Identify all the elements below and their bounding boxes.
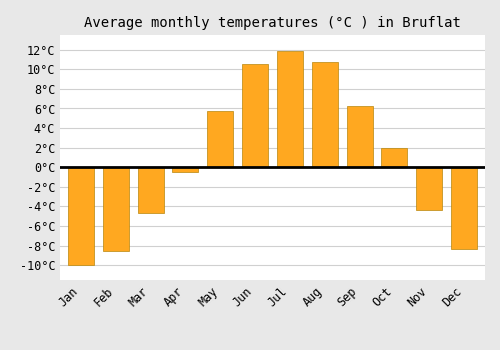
- Bar: [277, 51, 303, 167]
- Bar: [102, 167, 129, 251]
- Bar: [242, 64, 268, 167]
- Title: Average monthly temperatures (°C ) in Bruflat: Average monthly temperatures (°C ) in Br…: [84, 16, 461, 30]
- Bar: [68, 167, 94, 265]
- Bar: [416, 167, 442, 210]
- Bar: [138, 167, 164, 214]
- Bar: [346, 106, 372, 167]
- Bar: [207, 111, 234, 167]
- Bar: [312, 62, 338, 167]
- Bar: [382, 148, 407, 167]
- Bar: [451, 167, 477, 248]
- Bar: [172, 167, 199, 172]
